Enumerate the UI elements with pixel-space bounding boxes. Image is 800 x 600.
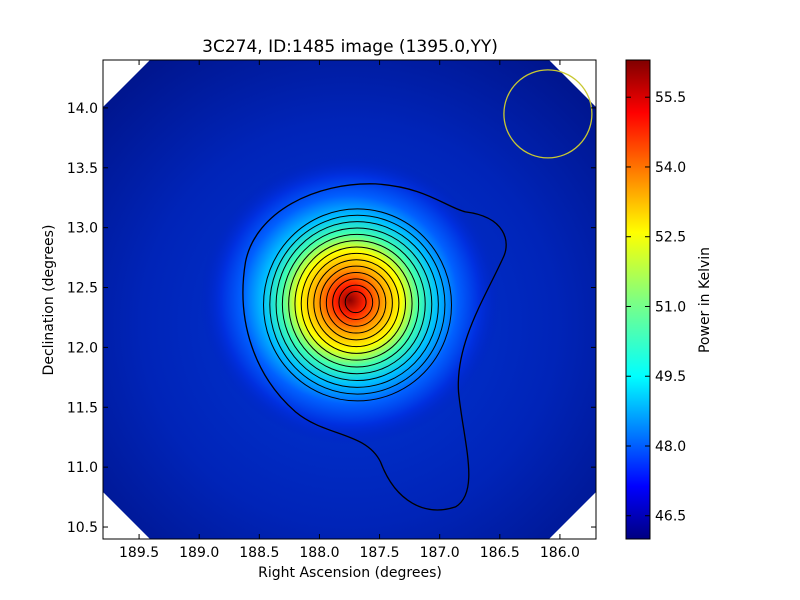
y-tick-label: 12.5	[67, 281, 98, 297]
x-axis: 189.5 189.0 188.5 188.0 187.5 187.0 186.5 186.0	[119, 60, 580, 561]
y-axis-label: Declination (degrees)	[41, 225, 57, 376]
colorbar-tick-label: 54.0	[655, 160, 686, 176]
contour-ring	[313, 259, 400, 348]
colorbar-tick-label: 52.5	[655, 230, 686, 246]
y-tick-label: 12.0	[67, 340, 98, 356]
x-tick-label: 189.0	[179, 545, 219, 561]
beam-circle	[503, 69, 593, 159]
contour-ring	[300, 246, 413, 361]
y-tick-label: 11.5	[67, 400, 98, 416]
y-tick-label: 14.0	[67, 101, 98, 117]
contour-outer	[242, 183, 507, 511]
source-emission	[200, 155, 500, 445]
y-tick-label: 13.5	[67, 161, 98, 177]
y-axis: 10.5 11.0 11.5 12.0 12.5 13.0 13.5 14.0	[67, 101, 596, 536]
colorbar-tick-label: 48.0	[655, 439, 686, 455]
colorbar-tick-label: 49.5	[655, 369, 686, 385]
contour-ring	[344, 291, 367, 314]
colorbar-label: Power in Kelvin	[697, 247, 713, 353]
contour-ring	[263, 208, 453, 402]
colorbar-tick-label: 55.5	[655, 90, 686, 106]
y-tick-label: 11.0	[67, 460, 98, 476]
x-tick-label: 186.5	[480, 545, 520, 561]
x-tick-label: 186.0	[540, 545, 580, 561]
contour-ring	[269, 214, 446, 395]
contour-ring	[338, 284, 374, 320]
contour-ring	[288, 233, 426, 375]
x-tick-label: 187.0	[420, 545, 460, 561]
contour-ring	[325, 271, 387, 334]
y-tick-label: 10.5	[67, 520, 98, 536]
colorbar-tick-label: 51.0	[655, 299, 686, 315]
contour-ring	[332, 278, 380, 327]
chart-title: 3C274, ID:1485 image (1395.0,YY)	[202, 37, 498, 57]
colorbar: 46.5 48.0 49.5 51.0 52.5 54.0 55.5 Power in Ke…	[625, 59, 713, 540]
contour-ring	[275, 221, 439, 388]
x-tick-label: 189.5	[119, 545, 159, 561]
contour-set	[242, 183, 507, 511]
x-tick-label: 188.5	[239, 545, 279, 561]
contour-ring	[281, 227, 433, 382]
colorbar-ticks: 46.5 48.0 49.5 51.0 52.5 54.0 55.5	[626, 90, 686, 525]
y-tick-label: 13.0	[67, 221, 98, 237]
x-tick-label: 188.0	[299, 545, 339, 561]
axes-frame	[102, 59, 597, 540]
contour-ring	[294, 240, 420, 368]
contour-ring	[319, 265, 393, 341]
colorbar-tick-label: 46.5	[655, 509, 686, 525]
plot-area: 189.5 189.0 188.5 188.0 187.5 187.0 186.5 186.0…	[67, 59, 597, 561]
x-axis-label: Right Ascension (degrees)	[258, 565, 442, 581]
contour-ring	[307, 252, 407, 354]
colorbar-gradient	[625, 59, 651, 540]
x-tick-label: 187.5	[360, 545, 400, 561]
